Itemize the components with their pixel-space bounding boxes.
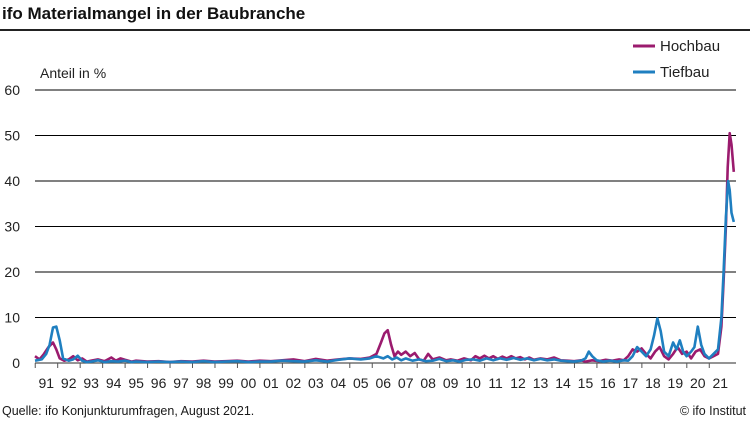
y-axis-ticks: 0 10 20 30 40 50 60 <box>4 82 20 371</box>
y-tick-label: 10 <box>4 310 20 326</box>
x-tick-label: 16 <box>600 375 616 391</box>
x-tick-label: 93 <box>83 375 99 391</box>
y-axis-label: Anteil in % <box>40 65 106 81</box>
y-tick-label: 40 <box>4 173 20 189</box>
x-tick-label: 11 <box>488 375 503 391</box>
x-tick-label: 00 <box>241 375 257 391</box>
x-tick-label: 96 <box>151 375 167 391</box>
title-divider <box>0 29 750 31</box>
x-tick-label: 15 <box>578 375 594 391</box>
y-tick-label: 30 <box>4 219 20 235</box>
grid-lines <box>35 89 736 364</box>
y-tick-label: 50 <box>4 128 20 144</box>
x-tick-label: 21 <box>712 375 728 391</box>
x-tick-label: 01 <box>263 375 279 391</box>
x-tick-label: 06 <box>375 375 391 391</box>
x-tick-label: 03 <box>308 375 324 391</box>
x-tick-label: 18 <box>645 375 661 391</box>
x-tick-label: 02 <box>286 375 302 391</box>
y-tick-label: 0 <box>12 355 20 371</box>
x-tick-label: 07 <box>398 375 414 391</box>
x-tick-label: 04 <box>331 375 347 391</box>
x-tick-label: 99 <box>218 375 234 391</box>
data-series <box>34 131 736 364</box>
x-tick-label: 97 <box>173 375 189 391</box>
x-tick-label: 98 <box>196 375 212 391</box>
y-tick-label: 60 <box>4 82 20 98</box>
x-axis-ticks: 91 92 93 94 95 96 97 98 99 00 01 02 03 04 05 06 07 08 09 10… <box>34 363 728 391</box>
x-tick-label: 92 <box>61 375 77 391</box>
x-tick-label: 95 <box>128 375 144 391</box>
x-tick-label: 10 <box>465 375 481 391</box>
x-tick-label: 08 <box>420 375 436 391</box>
x-tick-label: 14 <box>555 375 571 391</box>
x-tick-label: 20 <box>690 375 706 391</box>
x-tick-label: 12 <box>510 375 526 391</box>
source-note: Quelle: ifo Konjunkturumfragen, August 2… <box>2 404 255 418</box>
x-tick-label: 05 <box>353 375 369 391</box>
legend-label-hochbau: Hochbau <box>660 38 720 55</box>
y-tick-label: 20 <box>4 264 20 280</box>
x-tick-label: 19 <box>668 375 684 391</box>
x-tick-label: 17 <box>623 375 639 391</box>
series-line-hochbau <box>34 131 736 364</box>
x-tick-label: 09 <box>443 375 459 391</box>
legend: Hochbau Tiefbau <box>633 38 720 81</box>
series-line-tiefbau <box>34 179 736 364</box>
copyright-note: © ifo Institut <box>679 404 746 418</box>
x-tick-label: 13 <box>533 375 549 391</box>
legend-label-tiefbau: Tiefbau <box>660 64 709 81</box>
x-tick-label: 94 <box>106 375 122 391</box>
x-tick-label: 91 <box>38 375 54 391</box>
chart-title: ifo Materialmangel in der Baubranche <box>2 4 306 23</box>
